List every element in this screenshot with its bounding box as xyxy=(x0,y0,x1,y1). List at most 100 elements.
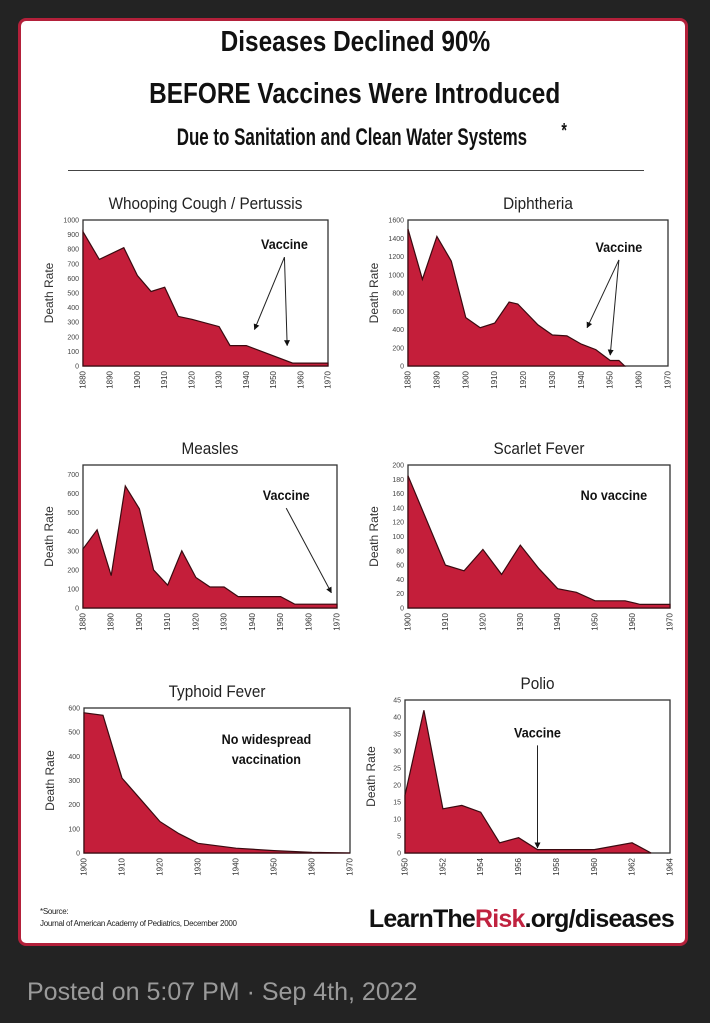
x-tick-label: 1970 xyxy=(666,612,675,630)
x-tick-label: 1940 xyxy=(553,612,562,630)
y-tick-label: 600 xyxy=(68,706,80,713)
x-tick-label: 1930 xyxy=(220,612,229,630)
y-tick-label: 600 xyxy=(392,309,404,316)
vaccine-arrow xyxy=(586,259,620,329)
x-tick-label: 1880 xyxy=(404,370,413,388)
y-tick-label: 0 xyxy=(400,606,404,613)
chart-polio: Polio 0 5 10 15 20 25 30 35 40 45 1950 1952 1954 1956 1… xyxy=(353,672,678,893)
y-tick-label: 0 xyxy=(397,851,401,858)
y-tick-label: 10 xyxy=(393,817,401,824)
y-tick-label: 15 xyxy=(393,800,401,807)
y-tick-label: 30 xyxy=(393,749,401,756)
x-tick-label: 1880 xyxy=(79,370,88,388)
x-tick-label: 1910 xyxy=(118,857,127,875)
x-tick-label: 1970 xyxy=(346,857,355,875)
y-tick-label: 0 xyxy=(76,851,80,858)
y-axis-label: Death Rate xyxy=(367,506,381,567)
y-tick-label: 0 xyxy=(75,364,79,371)
y-tick-label: 0 xyxy=(75,606,79,613)
y-tick-label: 1200 xyxy=(388,254,404,261)
x-tick-label: 1970 xyxy=(324,370,333,388)
y-tick-label: 200 xyxy=(392,463,404,470)
x-tick-label: 1880 xyxy=(79,612,88,630)
y-tick-label: 35 xyxy=(393,732,401,739)
x-tick-label: 1970 xyxy=(664,370,673,388)
y-tick-label: 800 xyxy=(392,291,404,298)
x-tick-label: 1940 xyxy=(577,370,586,388)
y-tick-label: 800 xyxy=(67,247,79,254)
y-tick-label: 600 xyxy=(67,491,79,498)
x-tick-label: 1930 xyxy=(548,370,557,388)
chart-title: Diphtheria xyxy=(503,194,573,213)
x-tick-label: 1900 xyxy=(404,612,413,630)
x-tick-label: 1950 xyxy=(269,370,278,388)
x-tick-label: 1930 xyxy=(516,612,525,630)
chart-svg: Measles 0 100 200 300 400 500 600 700 1880 1890 190… xyxy=(42,439,342,631)
y-tick-label: 40 xyxy=(396,577,404,584)
y-tick-label: 140 xyxy=(392,505,404,512)
chart-whooping-cough: Whooping Cough / Pertussis 0 100 200 300 400 5… xyxy=(31,192,336,406)
y-axis-label: Death Rate xyxy=(367,262,381,323)
y-tick-label: 900 xyxy=(67,232,79,239)
area-series xyxy=(407,228,627,367)
x-tick-label: 1920 xyxy=(187,370,196,388)
x-tick-label: 1890 xyxy=(106,370,115,388)
posted-timestamp: Posted on 5:07 PM · Sep 4th, 2022 xyxy=(27,978,418,1006)
x-tick-label: 1900 xyxy=(80,857,89,875)
y-tick-label: 1000 xyxy=(388,272,404,279)
y-tick-label: 400 xyxy=(68,754,80,761)
x-tick-label: 1910 xyxy=(160,370,169,388)
y-tick-label: 700 xyxy=(67,261,79,268)
y-tick-label: 200 xyxy=(67,334,79,341)
y-tick-label: 40 xyxy=(393,715,401,722)
chart-svg: Diphtheria 0 200 400 600 800 1000 1200 1400 1600 1… xyxy=(367,194,673,389)
x-tick-label: 1964 xyxy=(666,857,675,875)
chart-typhoid-fever: Typhoid Fever 0 100 200 300 400 500 600 1900 1910… xyxy=(32,680,358,893)
x-tick-label: 1940 xyxy=(232,857,241,875)
area-series xyxy=(82,484,338,609)
headline-line-3: Due to Sanitation and Clean Water System… xyxy=(176,120,567,151)
y-tick-label: 0 xyxy=(400,364,404,371)
y-tick-label: 500 xyxy=(68,730,80,737)
y-tick-label: 60 xyxy=(396,563,404,570)
y-tick-label: 80 xyxy=(396,548,404,555)
y-tick-label: 400 xyxy=(67,529,79,536)
y-axis-label: Death Rate xyxy=(43,750,57,811)
chart-svg: Whooping Cough / Pertussis 0 100 200 300 400 5… xyxy=(42,194,333,389)
x-tick-label: 1940 xyxy=(242,370,251,388)
x-tick-label: 1950 xyxy=(591,612,600,630)
x-tick-label: 1910 xyxy=(490,370,499,388)
y-tick-label: 25 xyxy=(393,766,401,773)
vaccine-arrow xyxy=(285,507,332,594)
y-tick-label: 100 xyxy=(68,826,80,833)
x-tick-label: 1900 xyxy=(133,370,142,388)
headline-line-1: Diseases Declined 90% xyxy=(220,26,490,58)
annotation-label: Vaccine xyxy=(514,725,561,741)
x-tick-label: 1940 xyxy=(248,612,257,630)
y-tick-label: 200 xyxy=(68,802,80,809)
brand-url: LearnTheRisk.org/diseases xyxy=(368,905,675,933)
source-note: *Source: Journal of American Academy of … xyxy=(40,906,237,930)
y-tick-label: 100 xyxy=(392,534,404,541)
area-series xyxy=(404,710,652,854)
y-axis-label: Death Rate xyxy=(364,746,378,807)
y-tick-label: 700 xyxy=(67,472,79,479)
y-tick-label: 400 xyxy=(392,327,404,334)
annotation-label: Vaccine xyxy=(595,239,642,255)
chart-title: Whooping Cough / Pertussis xyxy=(109,194,303,213)
y-tick-label: 200 xyxy=(67,567,79,574)
x-tick-label: 1920 xyxy=(156,857,165,875)
x-tick-label: 1950 xyxy=(270,857,279,875)
x-tick-label: 1910 xyxy=(441,612,450,630)
annotation-label: No widespread xyxy=(222,732,311,748)
area-series xyxy=(82,229,329,367)
x-tick-label: 1890 xyxy=(107,612,116,630)
chart-svg: Typhoid Fever 0 100 200 300 400 500 600 1900 1910… xyxy=(43,682,355,876)
y-tick-label: 500 xyxy=(67,291,79,298)
chart-title: Measles xyxy=(182,439,239,458)
x-tick-label: 1960 xyxy=(635,370,644,388)
y-tick-label: 160 xyxy=(392,491,404,498)
x-tick-label: 1930 xyxy=(215,370,224,388)
y-tick-label: 100 xyxy=(67,586,79,593)
x-tick-label: 1960 xyxy=(304,612,313,630)
